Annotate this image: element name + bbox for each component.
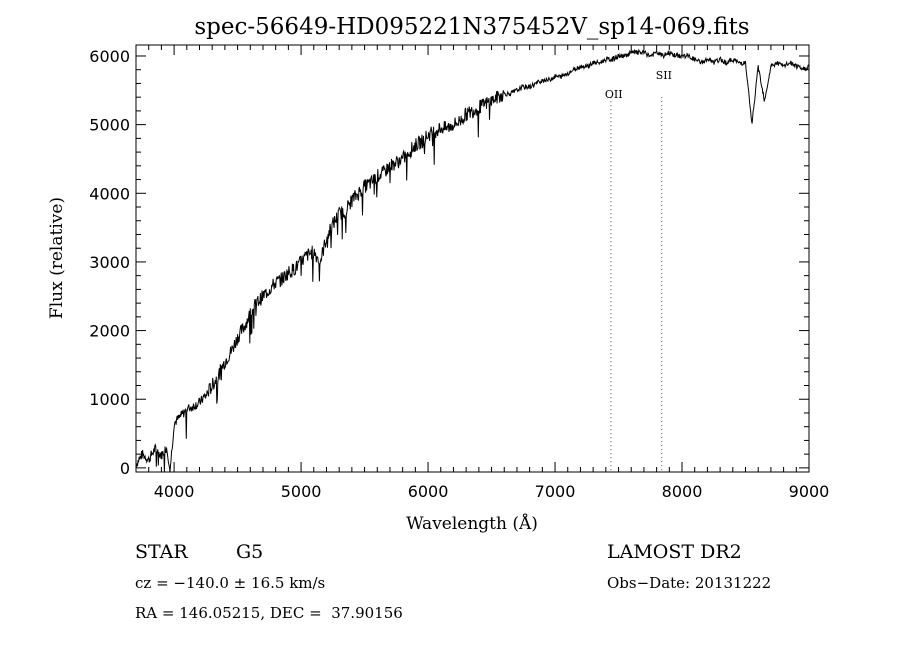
annotation-label: OII [605, 88, 623, 101]
object-class: STAR [135, 541, 188, 563]
chart-title: spec-56649-HD095221N375452V_sp14-069.fit… [194, 14, 749, 40]
x-tick-label: 8000 [662, 482, 703, 501]
x-tick-label: 5000 [281, 482, 322, 501]
y-tick-label: 3000 [89, 253, 130, 272]
sky-coordinates: RA = 146.05215, DEC = 37.90156 [135, 604, 403, 622]
x-tick-label: 4000 [154, 482, 195, 501]
x-tick-label: 9000 [789, 482, 830, 501]
x-axis-label: Wavelength (Å) [406, 513, 538, 534]
y-tick-label: 1000 [89, 390, 130, 409]
annotation-label: SII [656, 69, 672, 82]
y-axis-label: Flux (relative) [47, 197, 67, 319]
x-tick-label: 7000 [535, 482, 576, 501]
y-tick-label: 4000 [89, 184, 130, 203]
plot-frame [135, 44, 810, 473]
y-tick-label: 0 [120, 459, 130, 478]
spectrum-line [135, 48, 810, 473]
y-tick-label: 5000 [89, 116, 130, 135]
x-tick-labels: 4000 5000 6000 7000 8000 9000 [154, 482, 830, 501]
axis-ticks [135, 45, 810, 472]
observation-date: Obs−Date: 20131222 [607, 574, 772, 592]
y-tick-label: 6000 [89, 47, 130, 66]
y-tick-labels: 0 1000 2000 3000 4000 5000 6000 [89, 47, 130, 478]
x-tick-label: 6000 [408, 482, 449, 501]
survey-name: LAMOST DR2 [607, 541, 742, 563]
y-tick-label: 2000 [89, 322, 130, 341]
line-annotations: OII SII [605, 69, 672, 472]
object-subclass: G5 [236, 541, 264, 563]
redshift-cz: cz = −140.0 ± 16.5 km/s [135, 574, 326, 592]
